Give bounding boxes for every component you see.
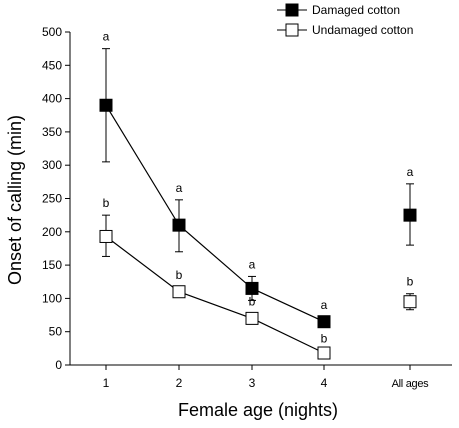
undamaged-point xyxy=(99,229,113,243)
significance-letter: a xyxy=(103,30,110,44)
y-tick-label: 450 xyxy=(42,58,62,72)
undamaged-point xyxy=(403,295,417,309)
legend-marker xyxy=(285,23,299,37)
legend-marker xyxy=(285,3,299,17)
significance-letters: a a a a a b b b b b xyxy=(103,30,414,346)
significance-letter: b xyxy=(321,331,328,345)
y-tick-label: 0 xyxy=(55,358,62,372)
y-axis-title: Onset of calling (min) xyxy=(5,115,25,285)
significance-letter: a xyxy=(176,181,183,195)
y-tick-label: 300 xyxy=(42,158,62,172)
x-tick-label: 3 xyxy=(249,376,256,390)
data-markers xyxy=(99,98,417,360)
damaged-point xyxy=(172,218,186,232)
damaged-point xyxy=(99,98,113,112)
y-tick-label: 100 xyxy=(42,291,62,305)
damaged-point xyxy=(403,208,417,222)
x-axis-title: Female age (nights) xyxy=(178,400,338,420)
series-lines xyxy=(105,104,325,354)
significance-letter: a xyxy=(321,298,328,312)
y-tick-label: 350 xyxy=(42,125,62,139)
undamaged-point xyxy=(172,285,186,299)
undamaged-point xyxy=(245,311,259,325)
axes: 0 50 100 150 200 250 300 350 400 450 500 1 2 3 4 All ag… xyxy=(42,25,452,390)
x-tick-label: 1 xyxy=(103,376,110,390)
undamaged-point xyxy=(317,346,331,360)
y-tick-label: 200 xyxy=(42,225,62,239)
x-tick-label: All ages xyxy=(392,378,430,390)
y-tick-label: 500 xyxy=(42,25,62,39)
x-tick-label: 4 xyxy=(321,376,328,390)
y-tick-label: 50 xyxy=(49,325,63,339)
y-tick-label: 250 xyxy=(42,192,62,206)
significance-letter: b xyxy=(407,275,414,289)
significance-letter: b xyxy=(103,196,110,210)
significance-letter: b xyxy=(176,268,183,282)
damaged-point xyxy=(317,315,331,329)
error-bars xyxy=(102,48,414,358)
damaged-point xyxy=(245,281,259,295)
legend-label: Damaged cotton xyxy=(312,3,400,17)
y-tick-label: 150 xyxy=(42,258,62,272)
series-line-damaged xyxy=(105,104,325,323)
significance-letter: a xyxy=(407,165,414,179)
significance-letter: a xyxy=(249,257,256,271)
significance-letter: b xyxy=(249,295,256,309)
y-tick-label: 400 xyxy=(42,92,62,106)
legend: Damaged cotton Undamaged cotton xyxy=(277,3,413,37)
x-tick-label: 2 xyxy=(176,376,183,390)
series-line-undamaged xyxy=(105,235,325,354)
legend-label: Undamaged cotton xyxy=(312,23,413,37)
